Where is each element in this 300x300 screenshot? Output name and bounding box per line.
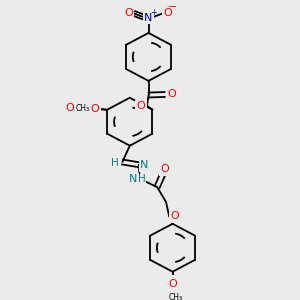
Text: O: O bbox=[85, 103, 94, 113]
Text: O: O bbox=[137, 101, 146, 112]
Text: CH₃: CH₃ bbox=[169, 293, 183, 300]
Text: O: O bbox=[171, 211, 179, 221]
Text: −: − bbox=[168, 2, 178, 12]
Text: O: O bbox=[164, 8, 172, 17]
Text: O: O bbox=[66, 103, 74, 113]
Text: O: O bbox=[168, 279, 177, 289]
Text: H: H bbox=[111, 158, 119, 168]
Text: O: O bbox=[167, 89, 176, 99]
Text: N: N bbox=[129, 174, 137, 184]
Text: H: H bbox=[138, 174, 146, 184]
Text: N: N bbox=[144, 13, 153, 23]
Text: +: + bbox=[150, 8, 157, 17]
Text: CH₃: CH₃ bbox=[76, 104, 90, 113]
Text: methoxy: methoxy bbox=[74, 108, 80, 109]
Text: O: O bbox=[91, 103, 100, 114]
Text: N: N bbox=[140, 160, 148, 170]
Text: O: O bbox=[124, 8, 133, 17]
Text: O: O bbox=[161, 164, 170, 174]
